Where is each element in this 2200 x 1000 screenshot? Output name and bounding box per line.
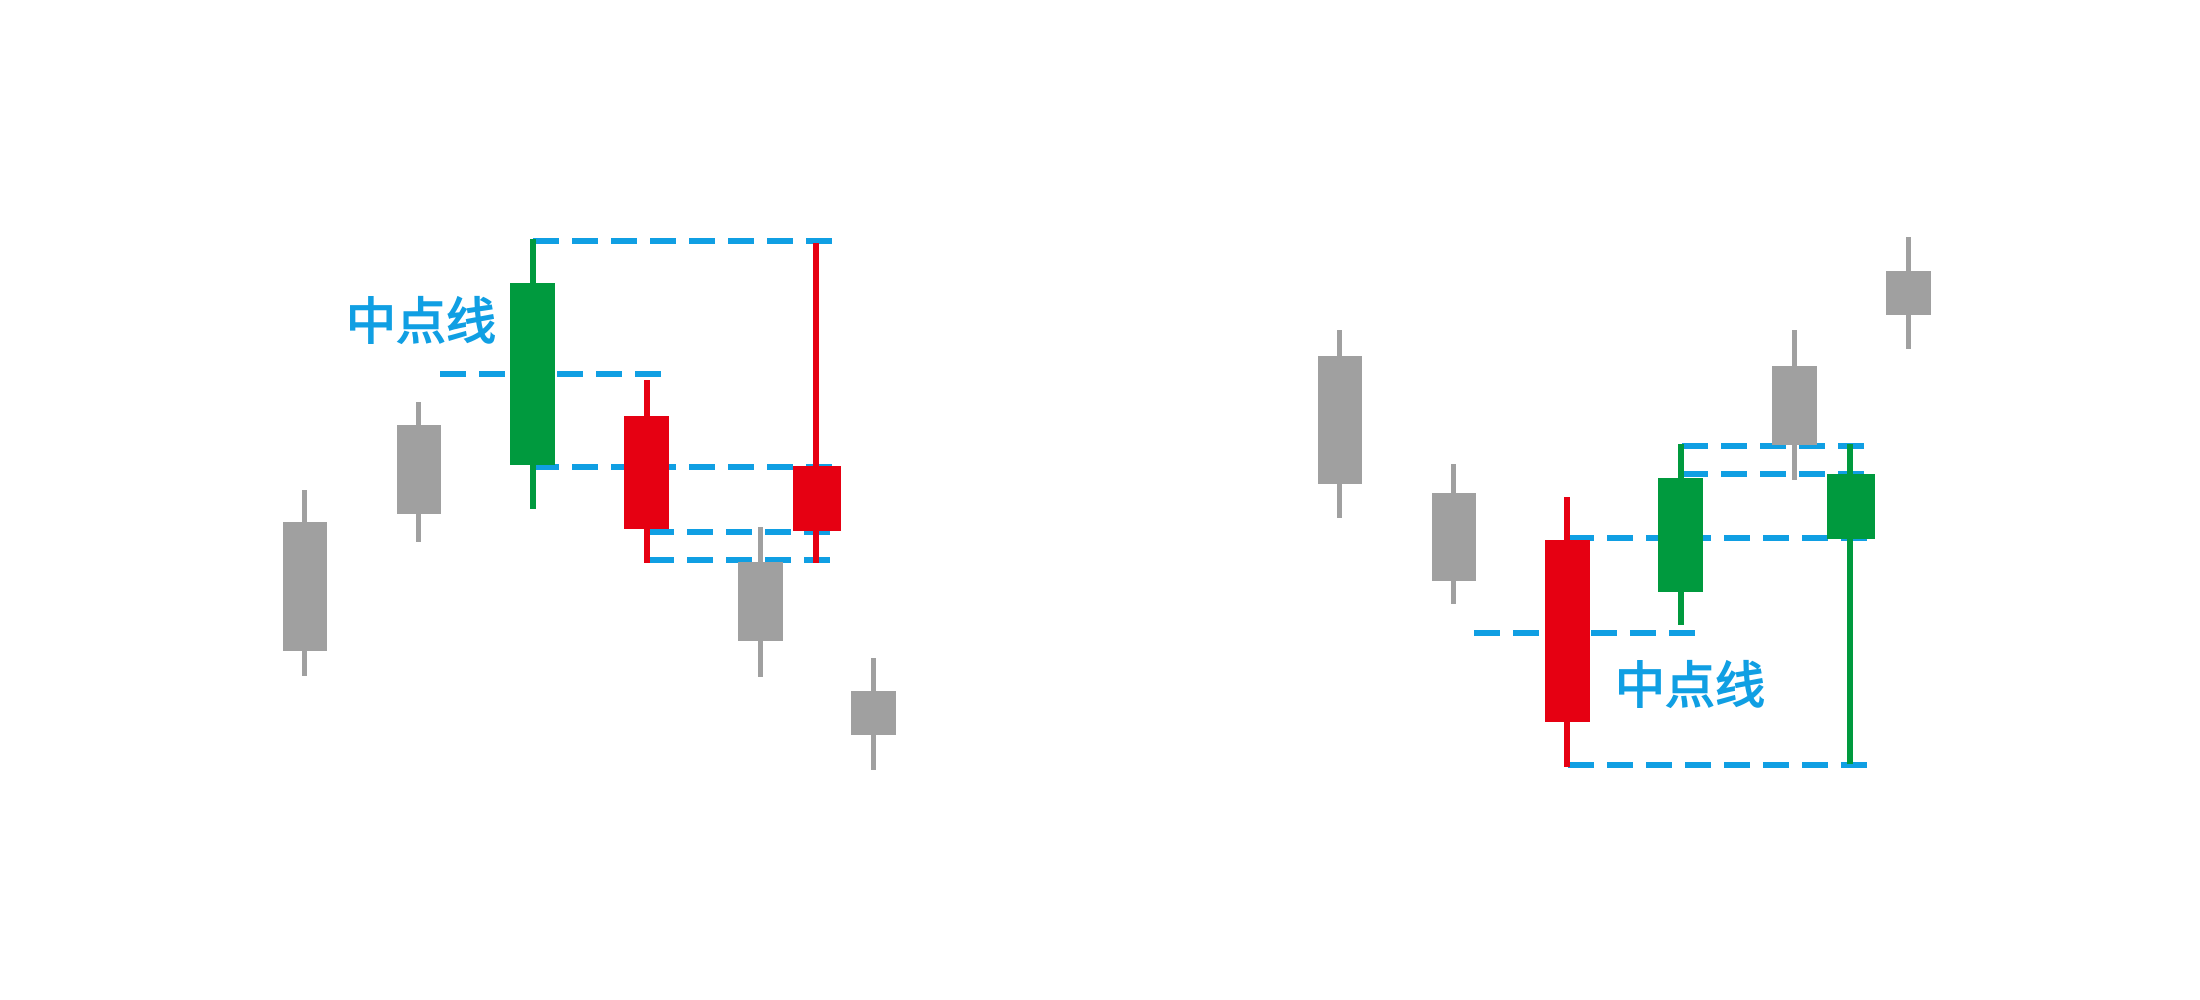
- candle-l2: [397, 402, 441, 542]
- left-guide-lines: [440, 238, 843, 563]
- candle-l4: [624, 380, 669, 563]
- right-midpoint-label: 中点线: [1615, 657, 1765, 715]
- candle-l7: [851, 658, 896, 770]
- left-midpoint-label: 中点线: [346, 293, 496, 351]
- candle-r2: [1432, 464, 1476, 604]
- candle-l1: [283, 490, 327, 676]
- left-candle-group: 中点线: [283, 238, 896, 770]
- candle-r6: [1827, 444, 1875, 764]
- candle-r5: [1772, 330, 1817, 480]
- candle-l5: [738, 527, 783, 677]
- candle-r4: [1658, 444, 1703, 625]
- candle-r3: [1545, 497, 1590, 767]
- candle-l6: [793, 243, 841, 563]
- candle-r1: [1318, 330, 1362, 518]
- candle-r7: [1886, 237, 1931, 349]
- candle-l3: [510, 239, 555, 509]
- right-candle-group: 中点线: [1318, 237, 1931, 768]
